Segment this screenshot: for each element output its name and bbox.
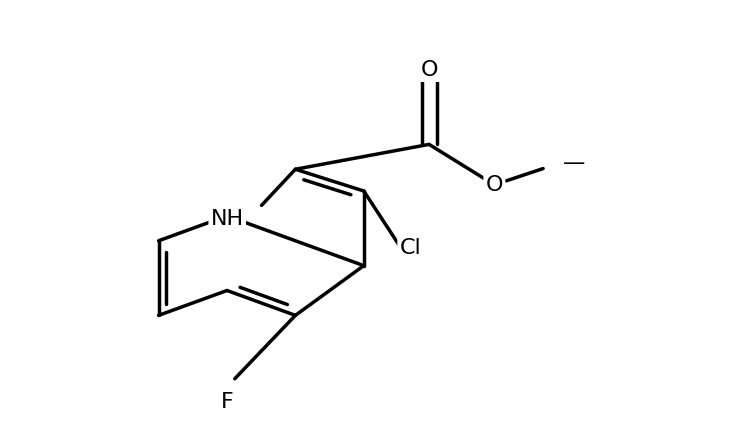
Text: —: —: [562, 153, 585, 173]
Text: F: F: [221, 392, 233, 412]
Text: O: O: [420, 60, 438, 80]
Text: Cl: Cl: [400, 237, 421, 258]
Text: NH: NH: [211, 209, 243, 229]
Text: O: O: [485, 175, 503, 195]
